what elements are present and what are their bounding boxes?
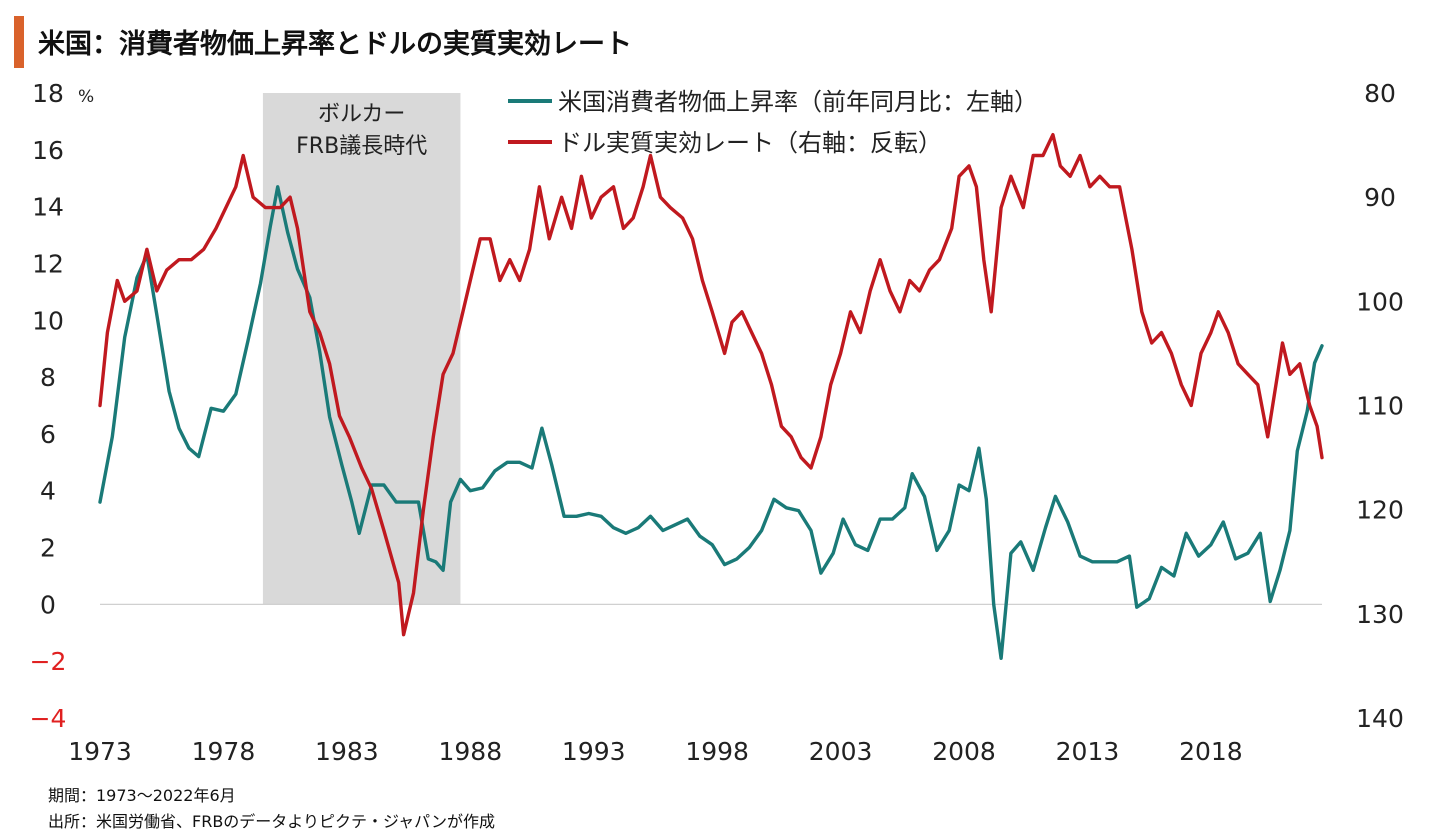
shade-label-line2: FRB議長時代 [296,134,427,159]
shade-label-line1: ボルカー [318,102,405,127]
right-axis-tick-label: 110 [1356,392,1404,421]
cpi-series-line [98,185,1324,660]
legend-label: ドル実質実効レート（右軸：反転） [558,129,942,157]
right-axis-tick-label: 130 [1356,600,1404,629]
dollar-reer-series-line [98,133,1324,637]
left-axis-tick-label: 12 [32,249,64,278]
left-axis-unit: % [78,87,94,107]
x-axis-tick-label: 1973 [68,737,132,766]
right-axis-tick-label: 100 [1356,287,1404,316]
x-axis-tick-label: 2018 [1179,737,1243,766]
left-axis-tick-label: 16 [32,136,64,165]
left-axis-tick-label: 18 [32,79,64,108]
footnote-period: 期間：1973～2022年6月 [48,786,236,805]
footnote-source: 出所：米国労働省、FRBのデータよりピクテ・ジャパンが作成 [48,812,495,831]
legend-label: 米国消費者物価上昇率（前年同月比：左軸） [558,88,1038,116]
x-axis-tick-label: 2008 [932,737,996,766]
left-axis-tick-label: 4 [40,477,56,506]
left-axis-tick-label: 0 [40,590,56,619]
left-axis-tick-label: −4 [30,704,67,733]
left-axis-tick-label: 2 [40,534,56,563]
x-axis-tick-label: 1978 [192,737,256,766]
right-axis-tick-label: 90 [1364,183,1396,212]
right-axis-tick-label: 120 [1356,496,1404,525]
title-accent-bar [14,16,24,68]
left-axis-tick-label: −2 [30,647,67,676]
left-axis-tick-label: 10 [32,306,64,335]
x-axis-tick-label: 1993 [562,737,626,766]
x-axis-tick-label: 1983 [315,737,379,766]
left-axis-tick-label: 6 [40,420,56,449]
left-axis-tick-label: 8 [40,363,56,392]
left-axis-tick-label: 14 [32,193,64,222]
x-axis-tick-label: 2003 [809,737,873,766]
x-axis-tick-label: 2013 [1056,737,1120,766]
x-axis-tick-label: 1988 [438,737,502,766]
right-axis-tick-label: 80 [1364,79,1396,108]
page-title: 米国：消費者物価上昇率とドルの実質実効レート [38,29,632,60]
chart-svg: ボルカー FRB議長時代 18 16 14 12 10 8 6 4 2 0 −2 −4% 80 90 100 11… [30,79,1404,766]
right-axis-tick-label: 140 [1356,704,1404,733]
x-axis-tick-label: 1998 [685,737,749,766]
